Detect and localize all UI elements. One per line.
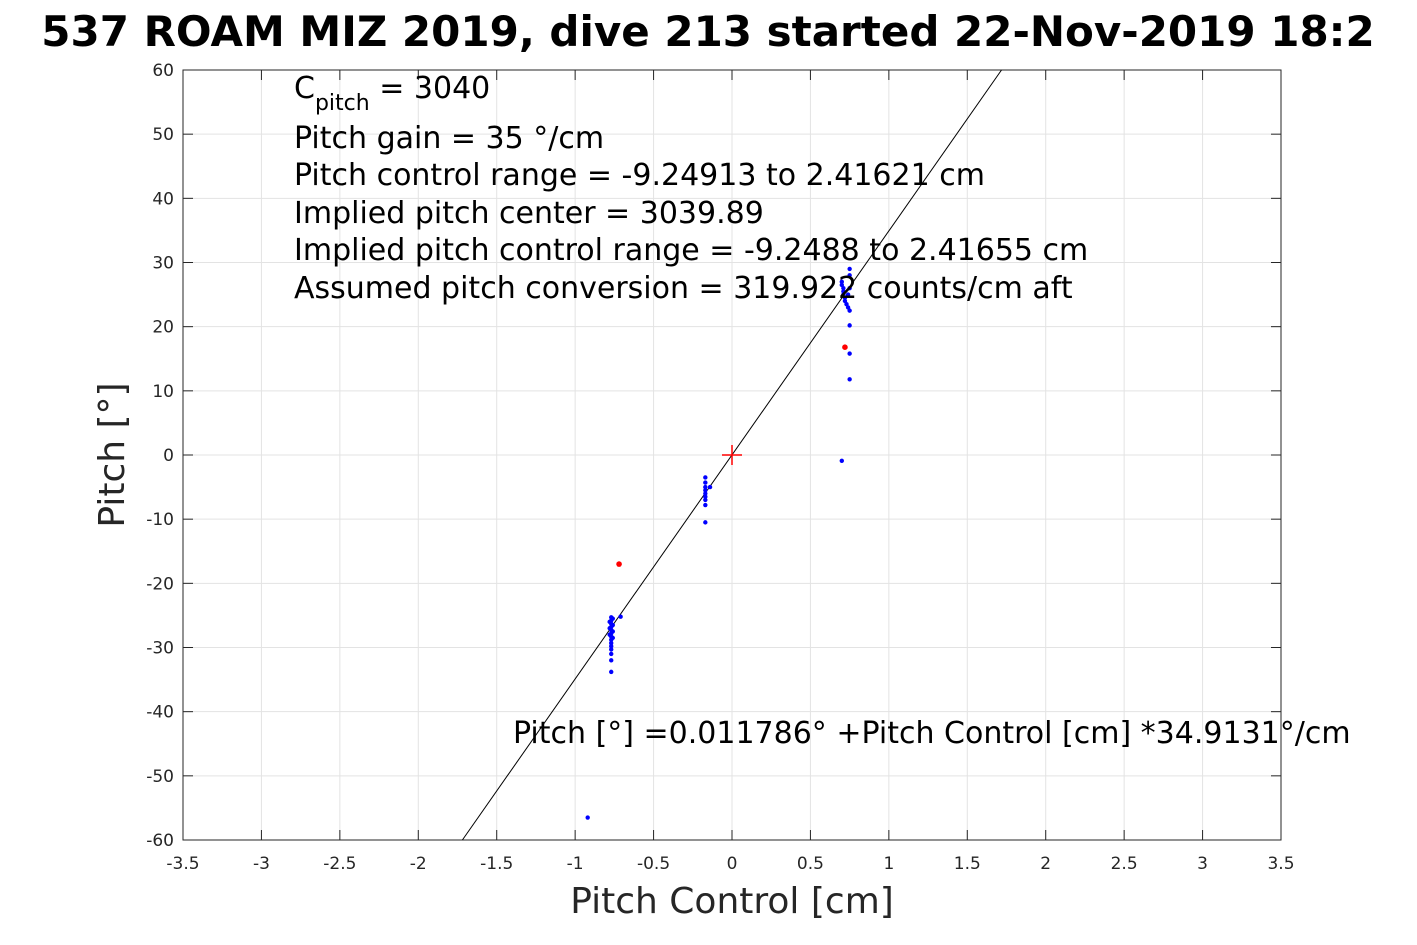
blue-data-point bbox=[609, 669, 614, 675]
annotation-block: Cpitch = 3040 Pitch gain = 35 °/cm Pitch… bbox=[294, 71, 1088, 306]
x-tick-label: 3 bbox=[1197, 854, 1208, 874]
x-tick-label: -1.5 bbox=[480, 854, 513, 874]
x-tick-label: -3 bbox=[253, 854, 270, 874]
blue-data-point bbox=[610, 622, 615, 628]
x-tick-label: 2.5 bbox=[1111, 854, 1138, 874]
y-tick-label: 60 bbox=[152, 61, 174, 81]
blue-data-point bbox=[841, 285, 846, 291]
blue-data-point bbox=[847, 308, 852, 313]
pitch-control-range-annotation: Pitch control range = -9.24913 to 2.4162… bbox=[294, 158, 985, 193]
axis-ticks: -3.5 -3 -2.5 -2 -1.5 -1 -0.5 0 0.5 1 1.5 2 2.5 3 3.5 -6… bbox=[146, 61, 1294, 874]
blue-data-point bbox=[703, 491, 708, 496]
chart-title: 537 ROAM MIZ 2019, dive 213 started 22-N… bbox=[41, 7, 1374, 56]
blue-data-point bbox=[703, 520, 708, 525]
blue-data-point bbox=[703, 484, 708, 490]
y-tick-label: -40 bbox=[146, 703, 174, 723]
y-tick-label: 20 bbox=[152, 318, 174, 338]
x-axis-label: Pitch Control [cm] bbox=[570, 881, 894, 922]
y-tick-label: 30 bbox=[152, 254, 174, 274]
pitch-gain-annotation: Pitch gain = 35 °/cm bbox=[294, 121, 604, 156]
blue-data-point bbox=[847, 285, 852, 291]
blue-data-point bbox=[847, 266, 852, 272]
blue-data-point bbox=[703, 502, 708, 508]
blue-data-point bbox=[609, 640, 614, 646]
blue-data-point bbox=[703, 475, 708, 480]
y-tick-label: 0 bbox=[163, 446, 174, 466]
y-tick-label: -60 bbox=[146, 831, 174, 851]
x-tick-label: -3.5 bbox=[166, 854, 199, 874]
c-pitch-value: = 3040 bbox=[370, 71, 491, 106]
blue-data-point bbox=[609, 658, 614, 663]
blue-data-point bbox=[847, 273, 852, 278]
blue-data-point bbox=[839, 279, 844, 284]
blue-data-point bbox=[610, 629, 615, 634]
blue-data-point bbox=[707, 484, 713, 490]
blue-data-point bbox=[847, 377, 852, 382]
x-tick-label: -1 bbox=[567, 854, 584, 874]
fit-equation-annotation: Pitch [°] =0.011786° +Pitch Control [cm]… bbox=[513, 716, 1351, 751]
red-data-point bbox=[616, 561, 622, 567]
x-tick-label: 0.5 bbox=[797, 854, 824, 874]
blue-data-point bbox=[847, 323, 852, 328]
implied-pitch-center-annotation: Implied pitch center = 3039.89 bbox=[294, 196, 764, 231]
c-pitch-main: C bbox=[294, 71, 315, 106]
y-tick-label: 50 bbox=[152, 125, 174, 145]
x-tick-label: 2 bbox=[1040, 854, 1051, 874]
x-tick-label: 1.5 bbox=[954, 854, 981, 874]
blue-data-point bbox=[842, 295, 848, 300]
blue-data-point bbox=[610, 616, 615, 621]
blue-data-point bbox=[703, 480, 708, 485]
y-axis-label: Pitch [°] bbox=[92, 382, 133, 527]
grid-lines bbox=[182, 69, 1282, 841]
red-data-point bbox=[842, 344, 848, 351]
blue-data-point bbox=[839, 458, 844, 463]
x-tick-label: -0.5 bbox=[637, 854, 670, 874]
x-tick-label: 3.5 bbox=[1267, 854, 1294, 874]
blue-data-point bbox=[703, 488, 708, 493]
blue-data-point bbox=[847, 351, 852, 356]
blue-data-point bbox=[609, 647, 614, 652]
y-tick-label: -50 bbox=[146, 767, 174, 787]
blue-data-point bbox=[609, 651, 614, 657]
blue-data-point bbox=[585, 815, 590, 820]
center-marker bbox=[722, 445, 742, 465]
x-tick-label: 1 bbox=[883, 854, 894, 874]
y-tick-label: -30 bbox=[146, 639, 174, 659]
blue-data-point bbox=[618, 614, 623, 619]
data-points bbox=[585, 266, 852, 820]
x-tick-label: 0 bbox=[727, 854, 738, 874]
implied-pitch-control-range-annotation: Implied pitch control range = -9.2488 to… bbox=[294, 233, 1088, 268]
blue-data-point bbox=[607, 619, 612, 625]
c-pitch-subscript: pitch bbox=[315, 91, 370, 116]
y-tick-label: 10 bbox=[152, 382, 174, 402]
x-tick-label: -2 bbox=[410, 854, 427, 874]
c-pitch-annotation: Cpitch = 3040 bbox=[294, 71, 490, 116]
blue-data-point bbox=[703, 494, 708, 499]
assumed-pitch-conversion-annotation: Assumed pitch conversion = 319.922 count… bbox=[294, 271, 1073, 306]
blue-data-point bbox=[845, 292, 851, 297]
blue-data-point bbox=[607, 626, 612, 631]
blue-data-point bbox=[609, 644, 614, 649]
y-tick-label: -20 bbox=[146, 574, 174, 594]
x-tick-label: -2.5 bbox=[323, 854, 356, 874]
y-tick-label: 40 bbox=[152, 189, 174, 209]
y-tick-label: -10 bbox=[146, 510, 174, 530]
blue-data-point bbox=[610, 635, 615, 641]
blue-data-point bbox=[607, 632, 612, 637]
blue-data-point bbox=[703, 497, 708, 503]
blue-data-point bbox=[841, 289, 846, 294]
